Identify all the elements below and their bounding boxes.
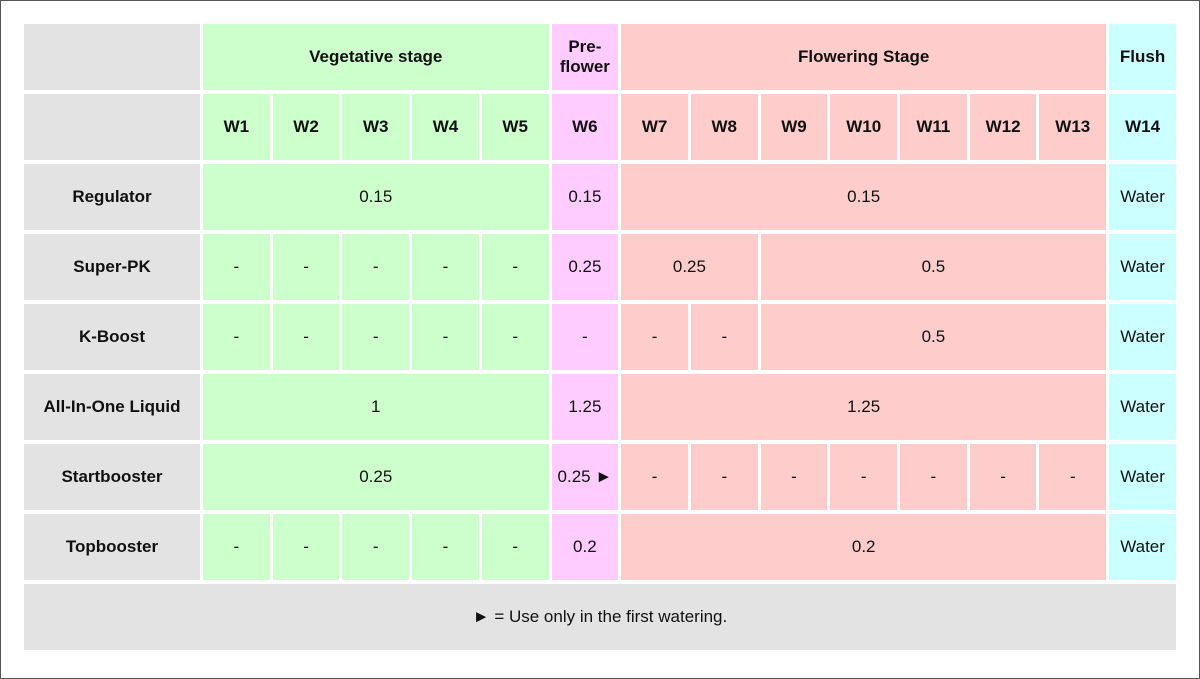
- dose-cell: -: [969, 444, 1037, 510]
- stage-header: Vegetative stage: [203, 24, 549, 90]
- week-header: W5: [481, 94, 549, 160]
- dose-cell: -: [272, 234, 340, 300]
- week-header: W4: [412, 94, 479, 160]
- corner-cell: [24, 24, 200, 90]
- dose-cell: -: [830, 444, 898, 510]
- dose-cell: Water: [1109, 514, 1176, 580]
- dose-cell: 0.5: [760, 234, 1107, 300]
- dose-cell: Water: [1109, 234, 1176, 300]
- dose-cell: 0.25: [203, 444, 549, 510]
- feeding-table: Vegetative stage Pre-flower Flowering Stag…: [21, 20, 1179, 654]
- dose-cell: -: [342, 514, 410, 580]
- week-header: W14: [1109, 94, 1176, 160]
- table-row: All-In-One Liquid 1 1.25 1.25 Water: [24, 374, 1176, 440]
- dose-cell: 1: [203, 374, 549, 440]
- table-row: Topbooster - - - - -0.2 0.2 Water: [24, 514, 1176, 580]
- dose-cell: 1.25: [551, 374, 619, 440]
- dose-cell: -: [203, 234, 270, 300]
- table-row: ► = Use only in the first watering.: [24, 584, 1176, 650]
- dose-cell: -: [203, 514, 270, 580]
- dose-cell: -: [621, 304, 688, 370]
- dose-cell: Water: [1109, 304, 1176, 370]
- week-header: W3: [342, 94, 410, 160]
- dose-cell: 0.5: [760, 304, 1107, 370]
- dose-cell: -: [481, 514, 549, 580]
- dose-cell: -: [342, 304, 410, 370]
- footnote: ► = Use only in the first watering.: [24, 584, 1176, 650]
- stage-header: Pre-flower: [551, 24, 619, 90]
- row-label: K-Boost: [24, 304, 200, 370]
- week-header: W12: [969, 94, 1037, 160]
- dose-cell: -: [412, 514, 479, 580]
- week-header: W6: [551, 94, 619, 160]
- dose-cell: -: [481, 234, 549, 300]
- dose-cell: -: [551, 304, 619, 370]
- week-header: W7: [621, 94, 688, 160]
- dose-cell: -: [690, 444, 758, 510]
- week-header: W2: [272, 94, 340, 160]
- week-header: W11: [900, 94, 967, 160]
- dose-cell: Water: [1109, 374, 1176, 440]
- dose-cell: -: [412, 234, 479, 300]
- dose-cell: -: [481, 304, 549, 370]
- table-row: Super-PK - - - - -0.25 0.25 0.5 Water: [24, 234, 1176, 300]
- table-row: Startbooster 0.25 0.25 ► - - - - - - - Water: [24, 444, 1176, 510]
- week-header: W13: [1039, 94, 1107, 160]
- dose-cell: -: [760, 444, 828, 510]
- row-label: Super-PK: [24, 234, 200, 300]
- stage-header: Flowering Stage: [621, 24, 1107, 90]
- table-row: K-Boost - - - - - - - -0.5 Water: [24, 304, 1176, 370]
- dose-cell: -: [272, 514, 340, 580]
- dose-cell: -: [203, 304, 270, 370]
- dose-cell: 0.15: [551, 164, 619, 230]
- table-row: W1 W2 W3 W4 W5 W6 W7 W8 W9 W10 W11 W12 W13 W14: [24, 94, 1176, 160]
- row-label: Regulator: [24, 164, 200, 230]
- week-header: W9: [760, 94, 828, 160]
- dose-cell: -: [342, 234, 410, 300]
- row-label: Topbooster: [24, 514, 200, 580]
- dose-cell: -: [412, 304, 479, 370]
- dose-cell: 0.25: [621, 234, 758, 300]
- dose-cell: -: [690, 304, 758, 370]
- dose-cell: 0.25: [551, 234, 619, 300]
- dose-cell: -: [900, 444, 967, 510]
- row-label: Startbooster: [24, 444, 200, 510]
- table-row: Regulator 0.15 0.15 0.15 Water: [24, 164, 1176, 230]
- dose-cell: Water: [1109, 164, 1176, 230]
- dose-cell: 0.25 ►: [551, 444, 619, 510]
- week-header: W8: [690, 94, 758, 160]
- row-label: All-In-One Liquid: [24, 374, 200, 440]
- dose-cell: 0.15: [621, 164, 1107, 230]
- dose-cell: -: [621, 444, 688, 510]
- dose-cell: 0.2: [621, 514, 1107, 580]
- dose-cell: 0.2: [551, 514, 619, 580]
- stage-header: Flush: [1109, 24, 1176, 90]
- dose-cell: 1.25: [621, 374, 1107, 440]
- dose-cell: -: [272, 304, 340, 370]
- dose-cell: -: [1039, 444, 1107, 510]
- week-header: W1: [203, 94, 270, 160]
- week-header: W10: [830, 94, 898, 160]
- dose-cell: Water: [1109, 444, 1176, 510]
- dose-cell: 0.15: [203, 164, 549, 230]
- table-row: Vegetative stage Pre-flower Flowering Stag…: [24, 24, 1176, 90]
- corner-cell: [24, 94, 200, 160]
